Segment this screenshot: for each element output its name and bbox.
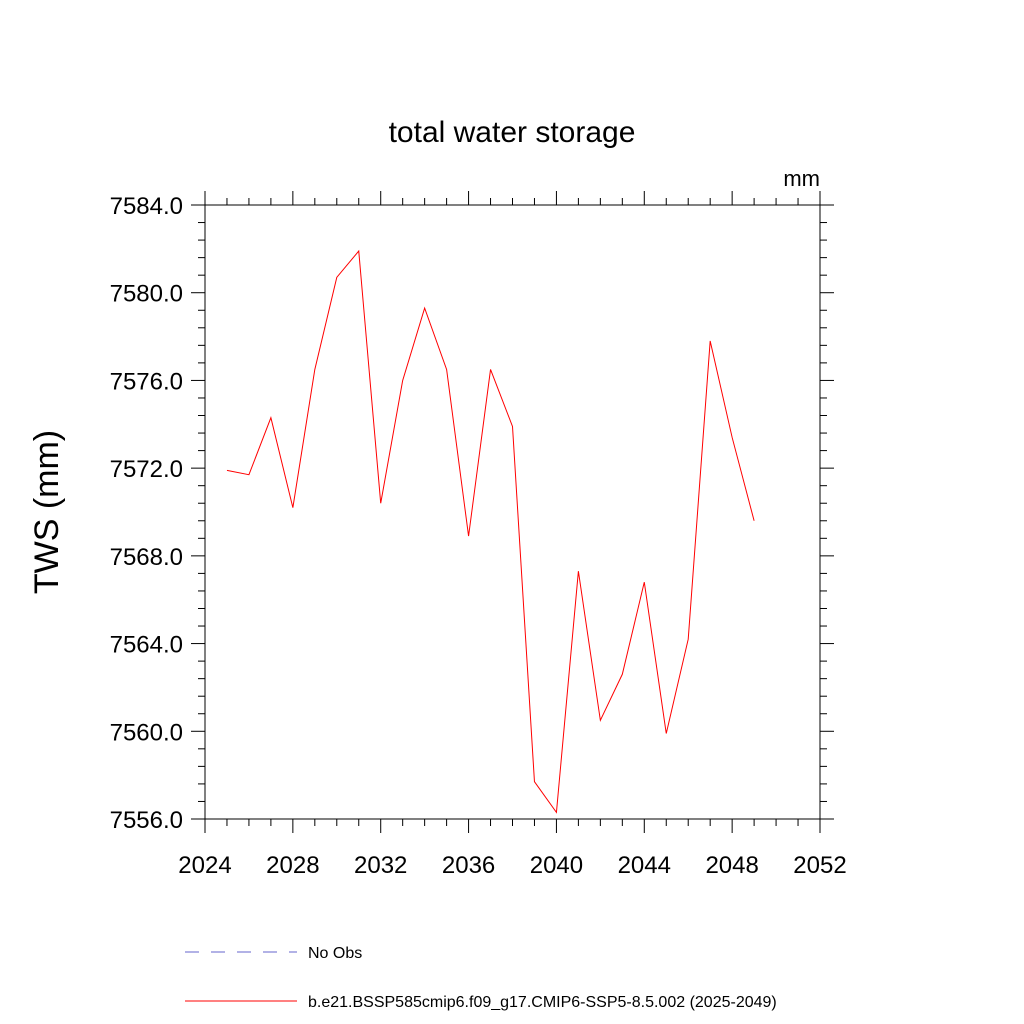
x-tick-label: 2052 [793,852,846,879]
y-axis: 7556.0 7560.0 7564.0 7568.0 7572.0 7576.0 7580… [110,193,834,834]
y-tick-label: 7556.0 [110,807,183,834]
legend-label: b.e21.BSSP585cmip6.f09_g17.CMIP6-SSP5-8.… [308,994,777,1011]
series-line [226,249,755,814]
legend: No Obs b.e21.BSSP585cmip6.f09_g17.CMIP6-S… [185,945,777,1011]
y-tick-label: 7568.0 [110,544,183,571]
x-tick-label: 2040 [530,852,583,879]
x-tick-label: 2032 [354,852,407,879]
x-axis: 2024 2028 2032 2036 2040 2044 2048 2052 [178,191,847,879]
y-tick-label: 7576.0 [110,368,183,395]
x-tick-label: 2024 [178,852,231,879]
y-tick-label: 7572.0 [110,456,183,483]
chart-title: total water storage [389,116,636,149]
legend-label: No Obs [308,945,362,962]
x-tick-label: 2044 [618,852,671,879]
y-tick-label: 7580.0 [110,281,183,308]
series-layer [226,249,755,814]
plot-frame [204,204,821,820]
x-tick-label: 2036 [442,852,495,879]
y-tick-label: 7564.0 [110,632,183,659]
y-tick-label: 7560.0 [110,719,183,746]
x-tick-label: 2048 [705,852,758,879]
x-tick-label: 2028 [266,852,319,879]
units-label: mm [783,166,820,191]
y-tick-label: 7584.0 [110,193,183,220]
y-axis-label: TWS (mm) [28,430,66,594]
